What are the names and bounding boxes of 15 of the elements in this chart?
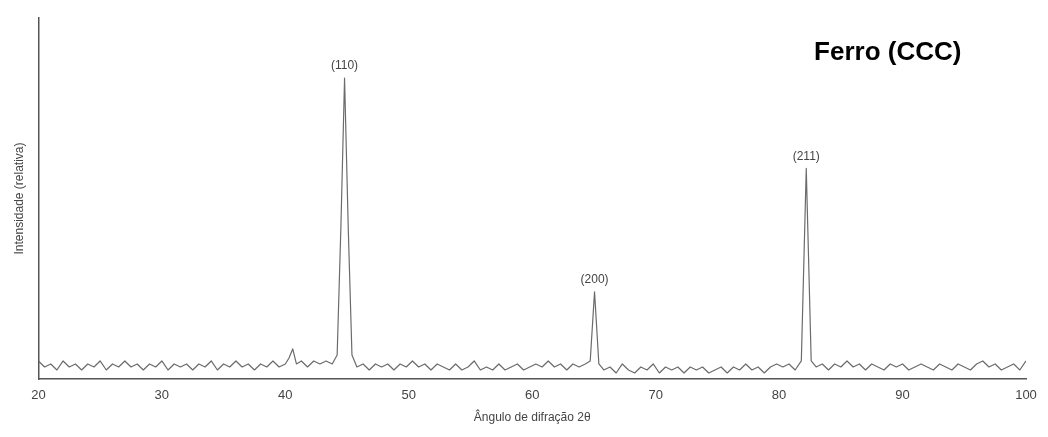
x-tick-label: 20 [31, 387, 46, 403]
annotation: (211) [792, 148, 820, 163]
x-tick-label: 80 [771, 387, 787, 403]
x-tick-label: 50 [401, 387, 416, 403]
annotation: (200) [580, 272, 609, 287]
x-tick-label: 70 [648, 387, 663, 403]
x-tick-label: 60 [524, 387, 540, 403]
x-axis-title: Ângulo de difração 2θ [473, 409, 591, 425]
chart-title: Ferro (CCC) [814, 36, 962, 67]
x-tick-label: 100 [1015, 387, 1037, 403]
x-tick-label: 40 [278, 387, 293, 403]
annotation: (110) [330, 58, 359, 73]
x-tick-label: 90 [895, 387, 910, 403]
y-axis-title: Intensidade (relativa) [11, 142, 26, 255]
x-tick-label: 30 [154, 387, 170, 403]
